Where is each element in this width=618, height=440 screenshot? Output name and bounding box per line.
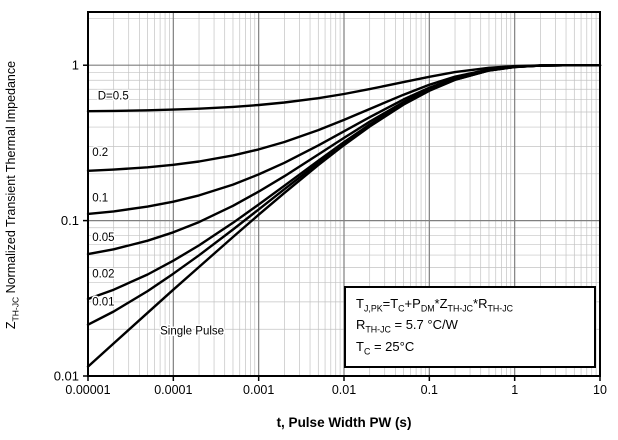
y-tick-label: 0.01: [54, 369, 79, 384]
y-tick-label: 1: [72, 58, 79, 73]
curve-label-0-1: 0.1: [92, 192, 108, 204]
equation-annotation-box: TJ,PK=TC+PDM*ZTH-JC*RTH-JC RTH-JC = 5.7 …: [344, 286, 596, 368]
x-tick-label: 1: [511, 383, 518, 397]
annotation-line-peak-temp-equation: TJ,PK=TC+PDM*ZTH-JC*RTH-JC: [356, 296, 513, 314]
x-tick-label: 0.1: [421, 383, 438, 397]
curve-label-0-01: 0.01: [92, 296, 114, 308]
x-tick-label: 0.001: [243, 383, 274, 397]
curve-label-0-2: 0.2: [92, 147, 108, 159]
curve-label-single-pulse: Single Pulse: [160, 325, 224, 337]
y-tick-label: 0.1: [61, 213, 79, 228]
curve-label-0-02: 0.02: [92, 269, 114, 281]
x-tick-label: 0.00001: [65, 383, 110, 397]
annotation-line-case-temp: TC = 25°C: [356, 338, 415, 357]
annotation-line-rth-value: RTH-JC = 5.7 °C/W: [356, 317, 458, 336]
x-tick-label: 10: [593, 383, 607, 397]
x-tick-label: 0.01: [332, 383, 356, 397]
x-axis-title: t, Pulse Width PW (s): [276, 415, 412, 430]
curve-single-pulse: [86, 63, 602, 368]
curve-label-0-05: 0.05: [92, 232, 114, 244]
x-tick-label: 0.0001: [154, 383, 192, 397]
curve-label-d-0-5: D=0.5: [98, 91, 129, 103]
y-axis-title: ZTH-JC Normalized Transient Thermal Impe…: [4, 60, 21, 330]
